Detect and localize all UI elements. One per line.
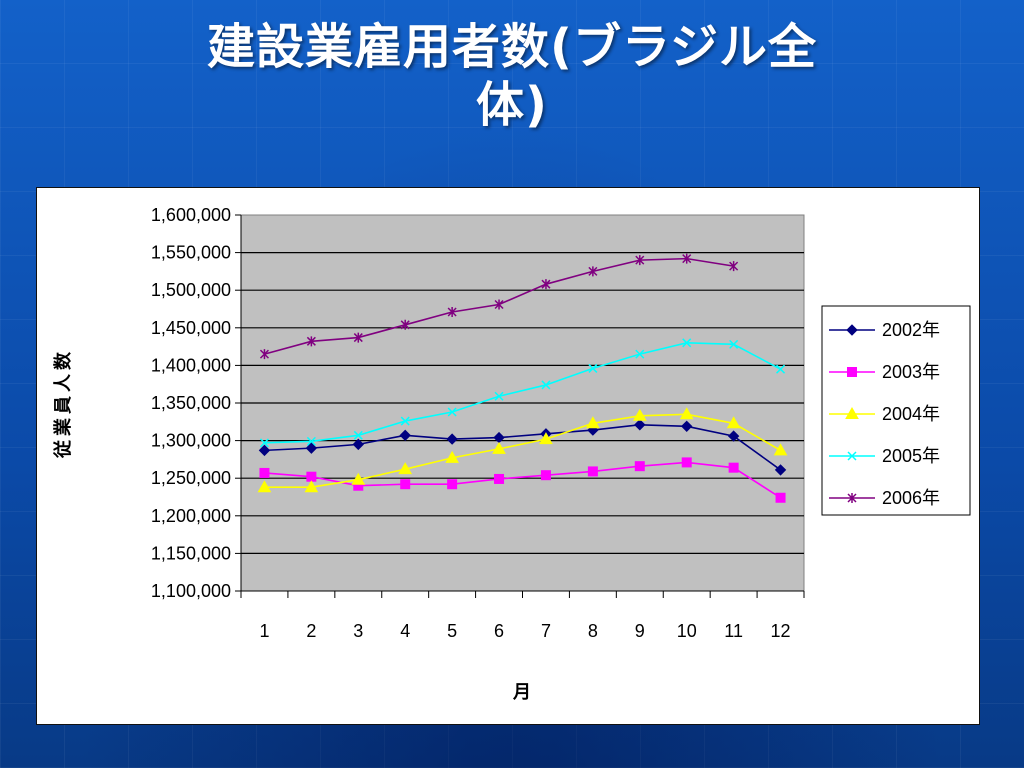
x-tick-label: 3 bbox=[353, 621, 363, 641]
legend-label: 2005年 bbox=[882, 446, 940, 466]
data-point bbox=[307, 472, 316, 481]
y-tick-label: 1,600,000 bbox=[151, 205, 231, 225]
data-point bbox=[448, 480, 457, 489]
x-tick-label: 4 bbox=[400, 621, 410, 641]
y-tick-label: 1,350,000 bbox=[151, 393, 231, 413]
y-tick-label: 1,500,000 bbox=[151, 280, 231, 300]
y-tick-label: 1,250,000 bbox=[151, 468, 231, 488]
y-tick-label: 1,150,000 bbox=[151, 543, 231, 563]
data-point bbox=[635, 462, 644, 471]
data-point bbox=[260, 468, 269, 477]
legend: 2002年 2003年 2004年 2005年 2006年 bbox=[822, 306, 970, 515]
legend-label: 2004年 bbox=[882, 404, 940, 424]
y-tick-label: 1,100,000 bbox=[151, 581, 231, 601]
slide-title-line-1: 建設業雇用者数(ブラジル全 bbox=[207, 19, 817, 75]
slide-title-line-2: 体) bbox=[476, 77, 548, 133]
x-tick-label: 11 bbox=[724, 621, 743, 641]
y-tick-label: 1,400,000 bbox=[151, 355, 231, 375]
data-point bbox=[588, 467, 597, 476]
data-point bbox=[541, 471, 550, 480]
legend-label: 2006年 bbox=[882, 488, 940, 508]
y-tick-label: 1,300,000 bbox=[151, 431, 231, 451]
y-axis-title: 従業員人数 bbox=[52, 348, 74, 459]
data-point bbox=[495, 474, 504, 483]
line-chart: 1,100,000 1,150,000 1,200,000 1,250,000 1,30… bbox=[37, 188, 979, 724]
x-tick-label: 10 bbox=[677, 621, 697, 641]
data-point bbox=[401, 480, 410, 489]
x-tick-label: 2 bbox=[306, 621, 316, 641]
x-tick-label: 5 bbox=[447, 621, 457, 641]
chart-frame: 1,100,000 1,150,000 1,200,000 1,250,000 1,30… bbox=[36, 187, 980, 725]
x-tick-label: 7 bbox=[541, 621, 551, 641]
x-tick-label: 12 bbox=[771, 621, 791, 641]
x-tick-label: 6 bbox=[494, 621, 504, 641]
x-tick-label: 8 bbox=[588, 621, 598, 641]
data-point bbox=[682, 458, 691, 467]
y-tick-label: 1,450,000 bbox=[151, 318, 231, 338]
legend-marker bbox=[848, 368, 857, 377]
x-axis: 1 2 3 4 5 6 7 8 9 10 11 12 bbox=[241, 591, 804, 641]
x-tick-label: 9 bbox=[635, 621, 645, 641]
data-point bbox=[776, 493, 785, 502]
x-tick-label: 1 bbox=[259, 621, 269, 641]
slide-title: 建設業雇用者数(ブラジル全 体) bbox=[40, 18, 984, 134]
y-axis: 1,100,000 1,150,000 1,200,000 1,250,000 1,30… bbox=[151, 205, 241, 601]
y-tick-label: 1,200,000 bbox=[151, 506, 231, 526]
x-axis-title: 月 bbox=[512, 682, 531, 703]
y-tick-label: 1,550,000 bbox=[151, 243, 231, 263]
data-point bbox=[729, 463, 738, 472]
legend-label: 2003年 bbox=[882, 362, 940, 382]
legend-label: 2002年 bbox=[882, 320, 940, 340]
